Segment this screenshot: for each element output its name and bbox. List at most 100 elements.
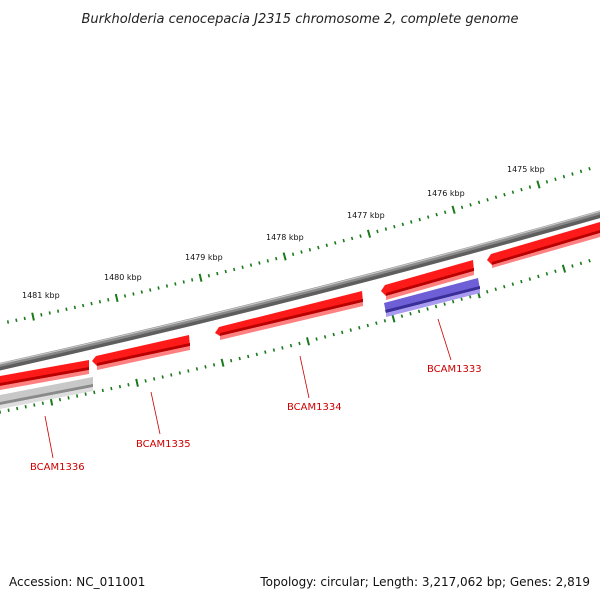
outer-tick — [460, 205, 464, 210]
gene-bcam1336-forward[interactable] — [0, 360, 89, 390]
inner-tick — [289, 343, 293, 348]
gene-labels: BCAM1336 BCAM1335 BCAM1334 BCAM1333 — [30, 364, 482, 473]
gene-label-bcam1336[interactable]: BCAM1336 — [30, 462, 85, 473]
inner-tick — [16, 406, 19, 411]
gene-label-bcam1334[interactable]: BCAM1334 — [287, 402, 342, 413]
inner-tick — [579, 261, 583, 266]
inner-tick — [135, 378, 139, 387]
inner-tick — [375, 321, 378, 325]
forward-genes — [0, 222, 600, 390]
inner-tick — [264, 350, 267, 354]
kbp-label-1480: 1480 kbp — [104, 273, 142, 282]
accession-text: Accession: NC_011001 — [9, 575, 146, 589]
gene-label-leaders — [44, 318, 452, 459]
outer-tick — [554, 177, 557, 182]
inner-tick — [486, 289, 489, 294]
outer-tick — [15, 318, 18, 322]
inner-tick — [426, 307, 429, 311]
outer-tick — [486, 198, 489, 202]
outer-tick — [410, 220, 413, 224]
outer-tick — [366, 229, 372, 238]
inner-tick — [170, 373, 173, 377]
inner-tick — [545, 272, 549, 276]
inner-tick — [24, 405, 27, 409]
inner-tick — [230, 358, 233, 363]
inner-tick — [315, 337, 318, 341]
inner-tick — [93, 390, 96, 395]
inner-tick — [212, 363, 216, 367]
inner-tick — [204, 365, 207, 369]
outer-tick — [503, 192, 506, 197]
gene-gray-reverse[interactable] — [0, 377, 93, 409]
outer-tick — [300, 250, 303, 254]
outer-tick — [325, 243, 328, 247]
inner-tick — [341, 330, 344, 335]
outer-tick — [359, 234, 362, 238]
gene-next-forward[interactable] — [487, 222, 600, 268]
inner-tick — [255, 352, 258, 357]
inner-tick-track — [0, 258, 591, 414]
inner-tick — [588, 258, 591, 263]
gene-bcam1335-arrow[interactable] — [92, 335, 190, 370]
outer-tick — [157, 286, 160, 290]
outer-tick — [528, 185, 532, 189]
inner-tick — [41, 401, 44, 405]
outer-tick — [114, 293, 119, 303]
outer-tick — [562, 174, 566, 179]
outer-tick — [216, 271, 219, 276]
inner-tick — [118, 384, 122, 389]
outer-tick — [435, 212, 438, 217]
kbp-label-1479: 1479 kbp — [185, 253, 223, 262]
outer-tick — [545, 180, 549, 184]
outer-tick — [31, 312, 35, 321]
outer-tick — [6, 320, 10, 324]
inner-tick — [323, 335, 327, 339]
outer-tick — [317, 245, 320, 250]
gene-bcam1334-arrow[interactable] — [215, 291, 363, 340]
inner-tick — [400, 314, 404, 318]
outer-tick — [241, 265, 244, 269]
outer-tick — [182, 280, 185, 284]
outer-tick — [233, 267, 236, 272]
outer-tick — [511, 190, 515, 194]
inner-tick — [127, 383, 130, 387]
gene-label-bcam1335[interactable]: BCAM1335 — [136, 439, 191, 450]
outer-tick — [40, 313, 43, 317]
outer-tick — [334, 241, 337, 245]
outer-tick — [571, 172, 574, 176]
outer-tick — [198, 273, 203, 282]
outer-tick — [536, 180, 541, 189]
inner-tick — [33, 403, 36, 407]
inner-tick — [7, 408, 10, 412]
inner-tick — [349, 328, 352, 332]
outer-tick — [23, 316, 26, 321]
gene-bcam1333-forward[interactable] — [381, 260, 474, 300]
inner-tick — [220, 358, 225, 367]
outer-tick — [451, 205, 456, 214]
inner-tick — [571, 264, 574, 268]
kbp-label-1477: 1477 kbp — [347, 211, 385, 220]
outer-tick — [376, 229, 379, 234]
outer-tick — [191, 278, 194, 282]
gene-label-bcam1333[interactable]: BCAM1333 — [427, 364, 482, 375]
outer-tick — [132, 292, 135, 296]
outer-tick — [65, 307, 68, 311]
inner-tick — [195, 367, 199, 371]
inner-tick — [298, 341, 301, 346]
outer-tick — [393, 224, 396, 229]
inner-tick — [67, 396, 70, 400]
kbp-label-1476: 1476 kbp — [427, 189, 465, 198]
gene-blue-reverse[interactable] — [384, 278, 480, 317]
outer-tick — [149, 288, 152, 292]
inner-tick — [306, 337, 310, 346]
outer-tick — [308, 248, 312, 252]
outer-tick — [266, 259, 269, 263]
outer-tick — [443, 210, 447, 215]
outer-tick — [207, 274, 211, 278]
outer-tick — [494, 195, 498, 200]
outer-tick — [350, 236, 354, 241]
outer-tick — [98, 300, 102, 304]
inner-tick — [561, 264, 567, 273]
inner-tick — [161, 375, 164, 379]
kbp-scale-labels: 1481 kbp 1480 kbp 1479 kbp 1478 kbp 1477… — [22, 165, 545, 300]
